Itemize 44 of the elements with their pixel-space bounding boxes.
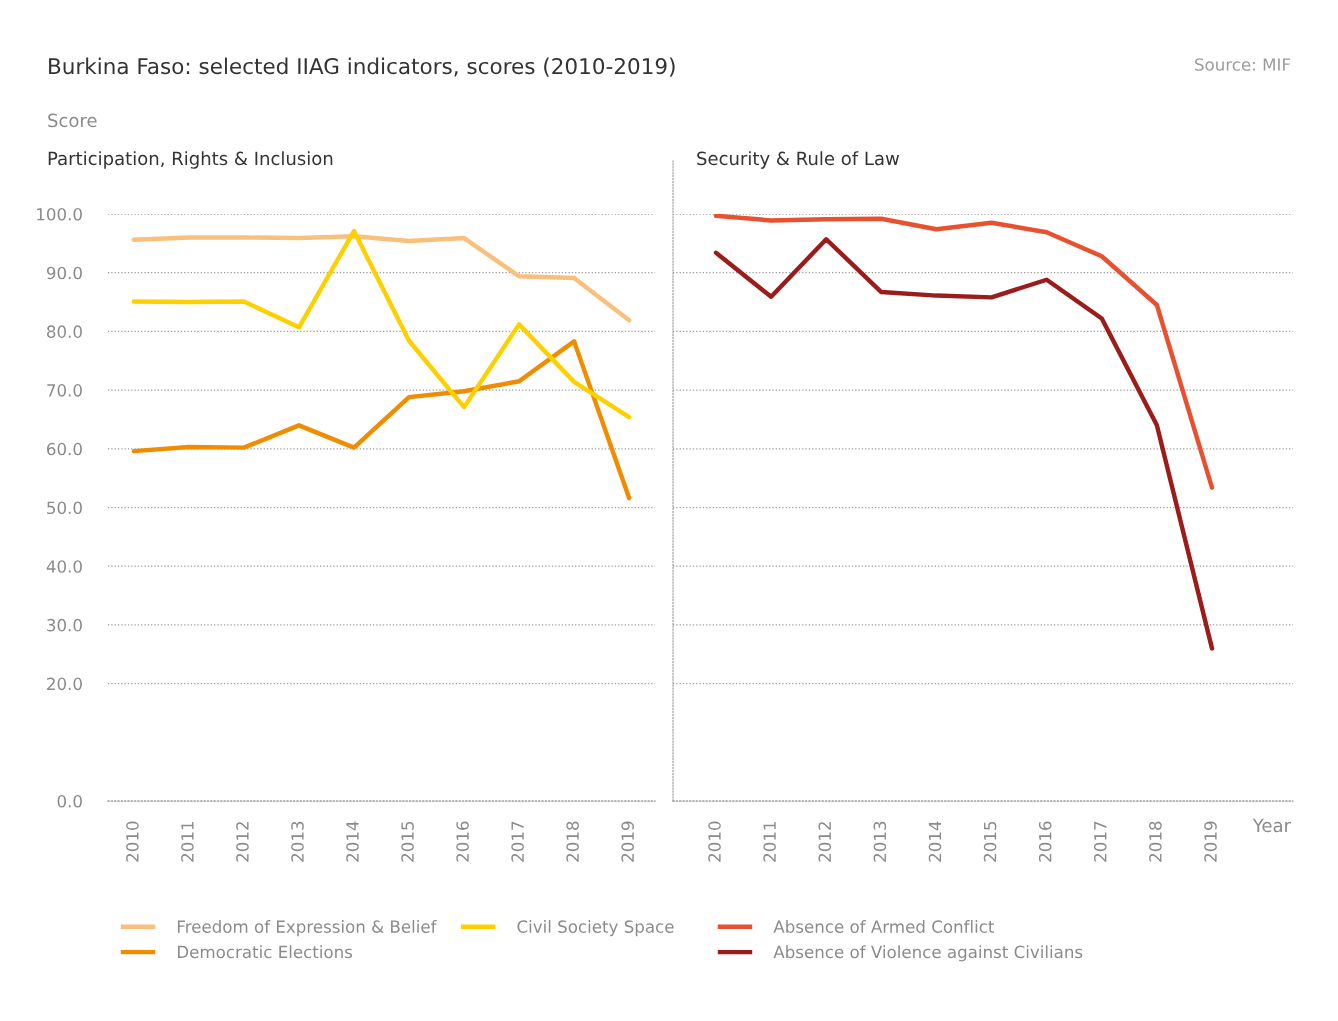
legend-label: Absence of Violence against Civilians xyxy=(773,945,1083,962)
y-tick-label: 70.0 xyxy=(47,384,82,397)
y-tick-label: 100.0 xyxy=(37,207,82,221)
y-tick-label: 40.0 xyxy=(46,560,82,573)
y-tick-label: 90.0 xyxy=(46,266,82,280)
y-axis-title: Score xyxy=(48,113,97,128)
y-tick-label: 0.0 xyxy=(57,794,82,808)
legend-label: Democratic Elections xyxy=(177,945,353,959)
x-tick-label: 2013 xyxy=(873,821,887,862)
legend-label: Freedom of Expression & Belief xyxy=(177,920,437,937)
line-series xyxy=(131,339,632,501)
chart-subtitle: Security & Rule of Law xyxy=(697,151,900,169)
x-tick-label: 2014 xyxy=(346,821,359,862)
x-axis-title: Year xyxy=(1252,818,1291,833)
x-tick-label: 2015 xyxy=(401,821,414,862)
x-tick-label: 2011 xyxy=(181,821,194,862)
chart-title: Burkina Faso: selected IIAG indicators, scores (2010-2019) xyxy=(49,57,675,77)
y-tick-label: 60.0 xyxy=(47,442,82,456)
x-tick-label: 2012 xyxy=(236,822,249,862)
x-tick-label: 2015 xyxy=(983,821,997,862)
x-tick-label: 2019 xyxy=(621,821,634,862)
x-tick-label: 2012 xyxy=(818,822,832,862)
line-series xyxy=(131,228,632,420)
legend-label: Absence of Armed Conflict xyxy=(773,920,995,933)
legend-label: Civil Society Space xyxy=(517,920,674,937)
line-series xyxy=(131,234,632,323)
x-tick-label: 2013 xyxy=(291,821,304,862)
y-tick-label: 80.0 xyxy=(47,325,82,338)
x-tick-label: 2017 xyxy=(511,821,524,862)
x-tick-label: 2018 xyxy=(1149,821,1162,862)
y-tick-label: 30.0 xyxy=(47,618,82,632)
x-tick-label: 2016 xyxy=(1038,821,1052,862)
y-tick-label: 50.0 xyxy=(47,501,82,515)
x-tick-label: 2017 xyxy=(1093,821,1107,862)
x-tick-label: 2018 xyxy=(566,821,579,862)
source-note: Source: MIF xyxy=(1195,58,1291,71)
x-tick-label: 2016 xyxy=(456,821,469,862)
y-tick-label: 20.0 xyxy=(47,677,82,691)
x-tick-label: 2019 xyxy=(1204,821,1217,862)
x-tick-label: 2010 xyxy=(126,821,139,862)
x-tick-label: 2010 xyxy=(708,821,721,862)
chart-subtitle: Participation, Rights & Inclusion xyxy=(48,151,333,169)
x-tick-label: 2014 xyxy=(928,821,942,862)
x-tick-label: 2011 xyxy=(763,821,776,862)
